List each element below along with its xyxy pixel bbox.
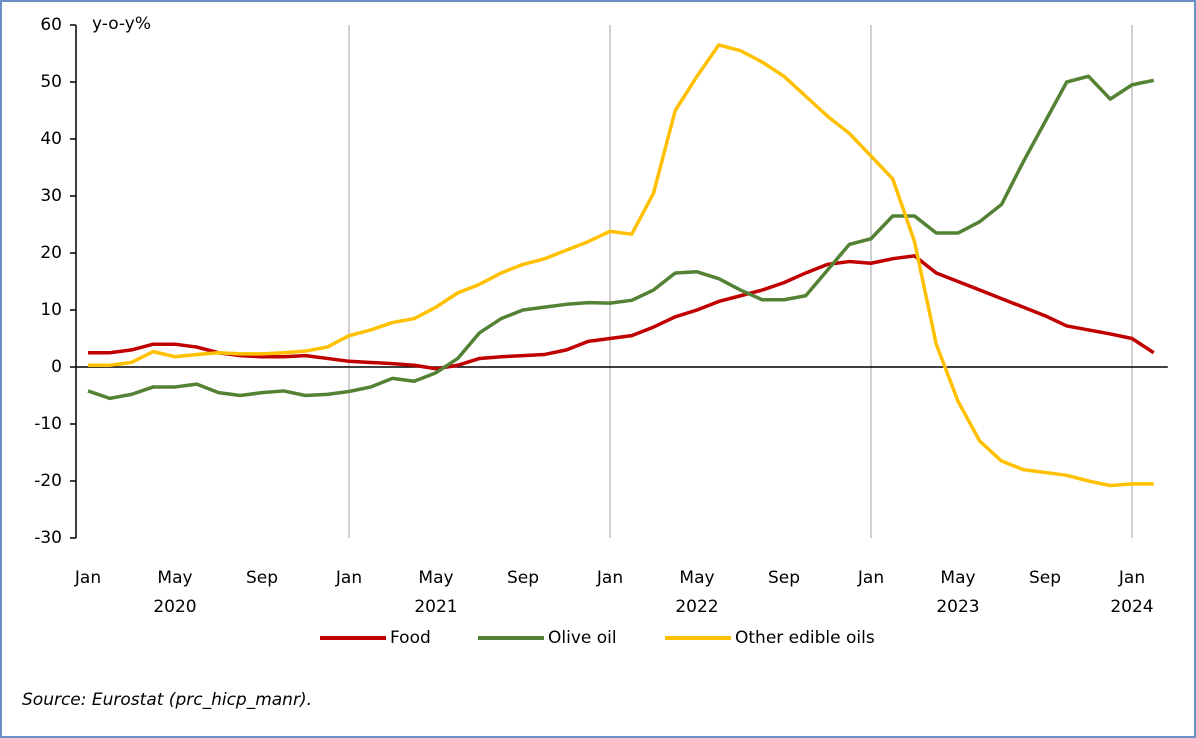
x-tick-label: Sep [1029,568,1061,588]
x-tick-label: Jan [596,568,623,588]
y-tick-label: 0 [51,357,62,377]
x-tick-label: May [418,568,453,588]
x-tick-label: May [157,568,192,588]
legend-label: Other edible oils [735,628,875,648]
y-axis-label: y-o-y% [92,14,151,34]
x-tick-label: May [940,568,975,588]
x-year-label: 2022 [675,597,718,617]
x-tick-label: Sep [246,568,278,588]
y-tick-label: -30 [34,528,62,548]
x-tick-label: May [679,568,714,588]
y-tick-label: -10 [34,414,62,434]
legend-label: Olive oil [548,628,617,648]
line [87,74,1155,401]
x-tick-label: Jan [74,568,101,588]
x-year-label: 2020 [153,597,196,617]
x-year-label: 2021 [414,597,457,617]
x-year-label: 2024 [1110,597,1153,617]
y-tick-label: 10 [40,300,62,320]
y-tick-label: 20 [40,243,62,263]
y-tick-label: 40 [40,129,62,149]
y-tick-label: 50 [40,72,62,92]
line [88,43,1154,488]
x-tick-label: Jan [1118,568,1145,588]
x-tick-label: Jan [857,568,884,588]
y-tick-label: 60 [40,15,62,35]
legend-label: Food [390,628,431,648]
x-tick-label: Sep [768,568,800,588]
y-tick-label: -20 [34,471,62,491]
y-tick-label: 30 [40,186,62,206]
x-year-label: 2023 [936,597,979,617]
source-note: Source: Eurostat (prc_hicp_manr). [22,690,312,710]
x-tick-label: Jan [335,568,362,588]
line [88,254,1155,371]
x-tick-label: Sep [507,568,539,588]
